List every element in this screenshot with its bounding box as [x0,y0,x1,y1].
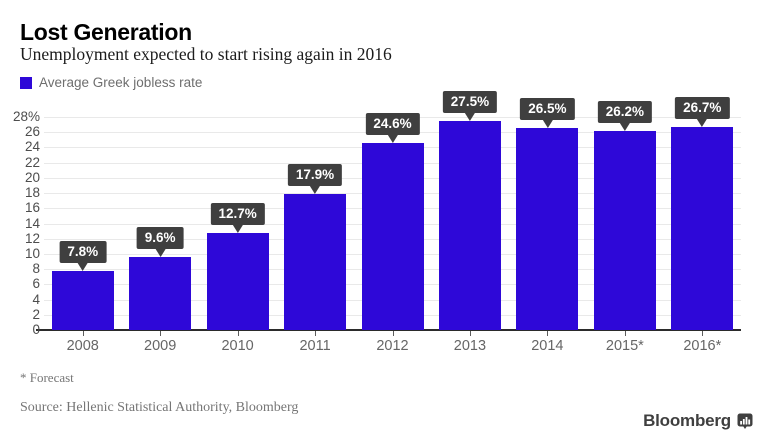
y-axis-tick-label: 18 [24,185,40,201]
x-axis-baseline [36,329,741,331]
x-axis-tick [547,331,549,336]
source-note: Source: Hellenic Statistical Authority, … [20,400,299,415]
x-axis-label: 2011 [299,338,331,354]
chart-legend: Average Greek jobless rate [20,75,202,90]
value-label: 17.9% [287,163,343,186]
bar-2016* [671,126,734,330]
y-axis-tick-label: 6 [32,276,40,292]
bloomberg-wordmark: Bloomberg [643,411,731,430]
x-axis-label: 2015* [605,338,644,354]
y-axis-tick-label: 24 [24,139,40,155]
x-axis-tick [469,331,471,336]
x-axis-label: 2014 [531,338,564,354]
bloomberg-branding: Bloomberg [643,411,753,431]
forecast-footnote: * Forecast [20,370,74,385]
y-axis-tick-label: 20 [24,169,40,185]
x-axis-tick [392,331,394,336]
y-axis-tick-label: 2 [32,306,40,322]
x-axis-label: 2012 [376,338,409,354]
y-axis-tick-label: 26 [24,124,40,140]
x-axis-tick [237,331,239,336]
x-axis-label: 2009 [144,338,177,354]
bar-2014 [516,128,579,330]
y-axis-tick-label: 4 [32,291,40,307]
bar-2008 [51,270,114,330]
x-axis-tick [624,331,626,336]
legend-label: Average Greek jobless rate [39,75,203,90]
x-axis-label: 2010 [221,338,254,354]
y-axis-tick-label: 16 [24,200,40,216]
y-axis-tick-label: 10 [24,245,40,261]
bar-2010 [206,233,269,330]
y-axis-tick-label: 8 [32,261,40,277]
y-axis-tick-label: 0 [32,322,40,337]
value-label: 9.6% [136,226,184,249]
y-axis-tick-label: 14 [24,215,40,231]
value-label: 26.7% [675,96,730,119]
value-label: 26.5% [520,98,575,121]
y-axis-tick-label: 12 [24,230,40,246]
y-axis-tick-label: 28% [12,109,40,124]
value-label: 7.8% [59,240,107,263]
x-axis-tick [82,331,84,336]
value-label: 24.6% [365,112,420,135]
bar-2009 [129,256,192,330]
bloomberg-chart-icon [737,413,753,429]
bar-2015* [593,130,656,330]
x-axis-label: 2013 [453,338,487,354]
value-label: 12.7% [210,203,265,226]
bar-2012 [361,142,424,330]
chart-subtitle: Unemployment expected to start rising ag… [20,44,392,64]
bar-2011 [284,193,347,330]
x-axis-tick [702,331,704,336]
bar-2013 [438,120,501,330]
x-axis-tick [160,331,162,336]
value-label: 27.5% [442,90,498,113]
x-axis-label: 2008 [66,338,99,354]
x-axis-label: 2016* [683,338,722,354]
value-label: 26.2% [597,100,652,123]
x-axis-tick [315,331,317,336]
y-axis-tick-label: 22 [24,154,40,170]
chart-title: Lost Generation [20,19,192,45]
legend-swatch-icon [20,76,32,89]
